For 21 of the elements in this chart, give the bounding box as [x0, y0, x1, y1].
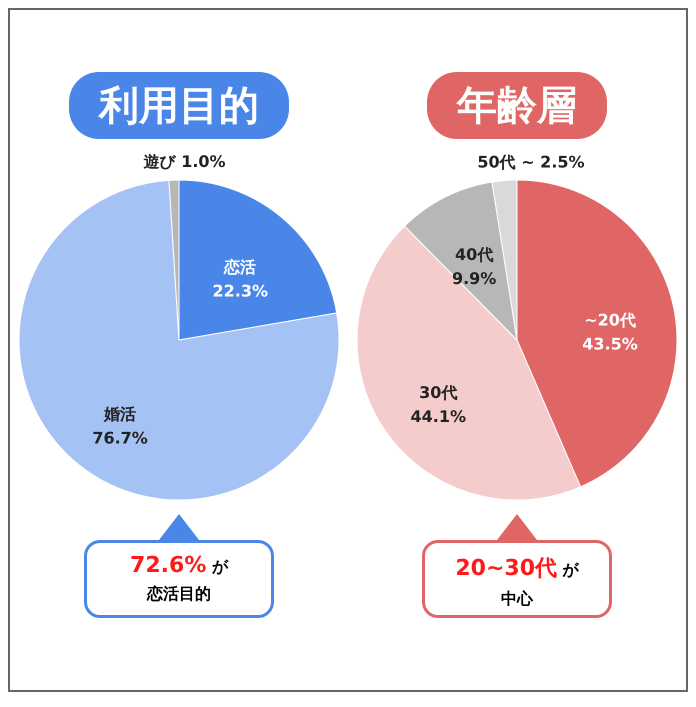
data-label: 9.9% — [452, 269, 496, 288]
data-label: 22.3% — [212, 281, 268, 300]
chart-title: 利用目的 — [69, 72, 289, 139]
text: 中心 — [500, 589, 534, 610]
pie-slice — [18, 180, 340, 500]
text: が — [210, 557, 228, 576]
chart-title: 年齢層 — [427, 72, 607, 139]
slice-label: 50代 ~ 2.5% — [477, 152, 585, 172]
slice-label: 婚活 — [103, 404, 136, 424]
slice-label: 40代 — [455, 245, 494, 264]
slice-label: ~20代 — [584, 310, 636, 330]
text: が — [562, 560, 579, 579]
slice-label: 恋活 — [223, 257, 256, 276]
slice-label: 遊び 1.0% — [144, 152, 226, 172]
text: 72.6% — [130, 553, 206, 578]
data-label: 76.7% — [92, 428, 148, 448]
data-label: 44.1% — [410, 407, 466, 426]
text: 20~30代 — [455, 556, 558, 581]
data-label: 43.5% — [582, 334, 638, 354]
slice-label: 30代 — [419, 383, 458, 402]
text: 恋活目的 — [146, 584, 212, 605]
